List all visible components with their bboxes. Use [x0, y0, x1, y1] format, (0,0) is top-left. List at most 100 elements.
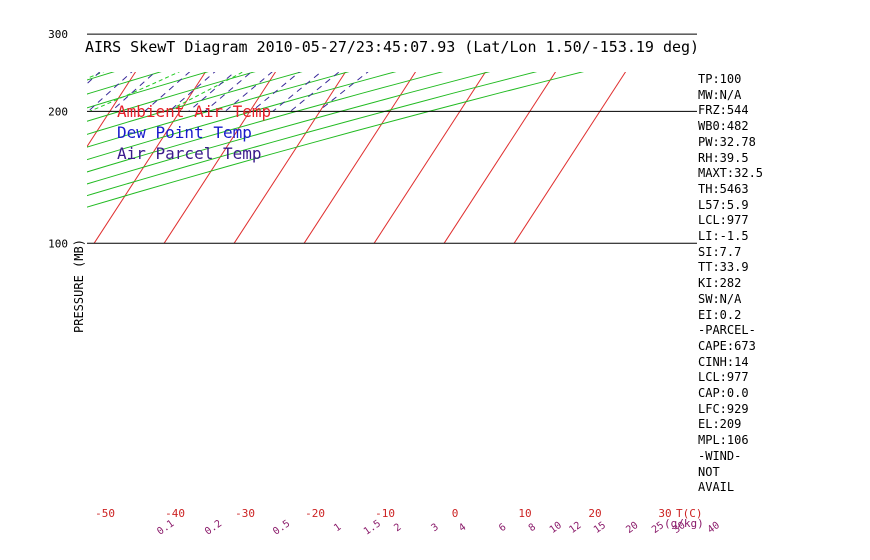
- mixing-ratio-label: 40: [706, 520, 722, 536]
- cape-hatch-line: [218, 6, 251, 9]
- stability-index-entry: TT:33.9: [698, 260, 749, 275]
- stability-index-entry: AVAIL: [698, 480, 735, 495]
- stability-index-entry: LI:-1.5: [698, 229, 749, 243]
- series-point: [53, 68, 55, 70]
- cape-hatch-line: [162, 29, 195, 33]
- stability-index-entry: L57:5.9: [698, 197, 749, 212]
- series-line-air-parcel-temp: [0, 0, 621, 243]
- pressure-tick-label: 300: [48, 28, 68, 41]
- isotherm-line: [0, 0, 245, 243]
- cape-hatch-line: [229, 2, 261, 5]
- bottom-temp-tick-label: 10: [518, 507, 531, 520]
- legend-ambient-temp: Ambient Air Temp: [117, 102, 271, 121]
- mixing-ratio-label: 1: [332, 522, 343, 534]
- stability-index-entry: SI:7.7: [698, 244, 742, 259]
- stability-index-entry: EL:209: [698, 417, 742, 432]
- bottom-temp-tick-label: -30: [235, 507, 255, 520]
- bottom-temp-tick-label: -20: [305, 507, 325, 520]
- cape-hatch-line: [238, 0, 270, 1]
- temp-unit-label: T(C): [676, 507, 703, 520]
- legend: Ambient Air Temp Dew Point Temp Air Parc…: [117, 102, 271, 163]
- mixing-ratio-label: 1.5: [362, 518, 383, 537]
- mixing-ratio-label: 10: [548, 520, 564, 536]
- bottom-temp-tick-label: -50: [95, 507, 115, 520]
- series-point: [255, 4, 257, 6]
- isobar-layer: [87, 33, 697, 244]
- isotherm-line: [93, 72, 207, 244]
- bottom-temp-tick-label: 30: [658, 507, 671, 520]
- cape-hatch-line: [197, 15, 230, 18]
- mixing-ratio-label: 2: [392, 522, 403, 534]
- isotherm-line: [373, 72, 487, 244]
- isotherm-line: [303, 72, 417, 244]
- stability-index-entry: WB0:482: [698, 119, 749, 134]
- mixing-ratio-label: 0.1: [155, 518, 176, 537]
- stability-index-entry: -WIND-: [698, 448, 742, 463]
- mixing-ratio-label: 0.2: [203, 518, 224, 537]
- mixing-ratio-label: 12: [567, 520, 583, 536]
- mixing-ratio-label: 6: [497, 522, 508, 534]
- grid-layer: [0, 0, 627, 244]
- isotherm-line: [163, 72, 277, 244]
- isotherm-line: [513, 72, 627, 244]
- dry-adiabat-line: [0, 0, 553, 243]
- cape-hatch-line: [58, 67, 83, 72]
- isotherm-line: [0, 0, 35, 243]
- stability-index-entry: LFC:929: [698, 401, 749, 416]
- cape-hatch-line: [90, 56, 118, 60]
- pressure-tick-label: 200: [48, 105, 68, 118]
- stability-index-entry: LCL:977: [698, 213, 749, 228]
- mixing-ratio-label: 4: [457, 522, 468, 534]
- series-line-ambient-air-temp: [0, 0, 621, 243]
- mixing-ratio-label: 0.5: [271, 518, 292, 537]
- cape-hatch-line: [21, 80, 37, 85]
- stability-index-entry: LCL:977: [698, 370, 749, 385]
- dry-adiabat-line: [0, 0, 482, 243]
- isotherm-line: [233, 72, 347, 244]
- cape-hatch-line: [185, 20, 218, 24]
- stability-index-entry: SW:N/A: [698, 291, 742, 306]
- dry-adiabat-line: [0, 0, 624, 243]
- stability-index-entry: TH:5463: [698, 181, 749, 196]
- mixing-ratio-label: 8: [527, 522, 538, 534]
- chart-title: AIRS SkewT Diagram 2010-05-27/23:45:07.9…: [85, 38, 699, 56]
- stability-index-entry: MPL:106: [698, 433, 749, 448]
- dry-adiabat-line: [0, 0, 269, 243]
- mixing-ratio-unit: (g/kg): [664, 517, 704, 530]
- bottom-temp-tick-label: -40: [165, 507, 185, 520]
- cape-hatch-line: [40, 74, 61, 79]
- cape-hatch-line: [174, 24, 207, 28]
- y-axis-label: PRESSURE (MB): [72, 239, 86, 333]
- mixing-ratio-label: 20: [624, 520, 640, 536]
- stability-index-entry: MAXT:32.5: [698, 166, 764, 181]
- series-layer: [0, 0, 621, 244]
- stability-index-entry: TP:100: [698, 72, 742, 86]
- series-point: [81, 68, 83, 70]
- stability-index-entry: -PARCEL-: [698, 323, 756, 338]
- series-line-dew-point-temp: [0, 0, 600, 243]
- legend-air-parcel: Air Parcel Temp: [117, 144, 262, 163]
- bottom-temp-tick-label: -10: [375, 507, 395, 520]
- stability-index-entry: RH:39.5: [698, 150, 749, 165]
- mixing-ratio-label: 3: [430, 522, 441, 534]
- bottom-temp-tick-label: 20: [588, 507, 601, 520]
- cape-hatch-line: [74, 61, 101, 65]
- stability-index-entry: NOT: [698, 464, 720, 479]
- dry-adiabat-line: [0, 0, 198, 243]
- pressure-tick-label: 100: [48, 237, 68, 250]
- stability-index-entry: EI:0.2: [698, 307, 742, 322]
- cape-hatch-line: [208, 10, 241, 13]
- stability-index-entry: CAP:0.0: [698, 386, 749, 400]
- series-point: [220, 4, 222, 6]
- mixing-ratio-label: 15: [592, 520, 608, 536]
- isotherm-line: [443, 72, 557, 244]
- legend-dew-point: Dew Point Temp: [117, 123, 252, 142]
- stability-index-entry: MW:N/A: [698, 87, 742, 102]
- cape-hatch-line: [2, 86, 13, 91]
- stability-index-entry: PW:32.78: [698, 134, 756, 149]
- stability-index-entry: CINH:14: [698, 354, 749, 369]
- bottom-temp-tick-label: 0: [452, 507, 459, 520]
- stability-index-entry: KI:282: [698, 276, 742, 291]
- stability-index-entry: FRZ:544: [698, 103, 749, 118]
